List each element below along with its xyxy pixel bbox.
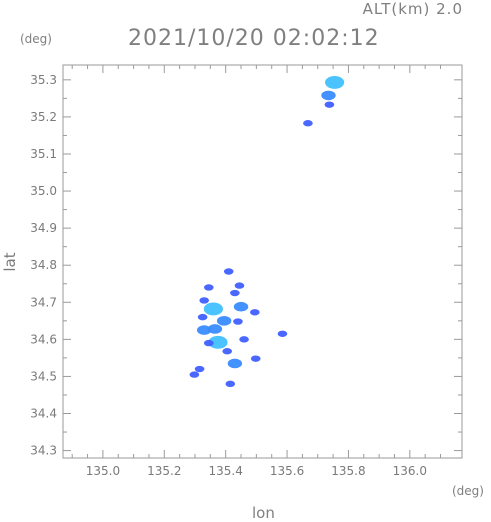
- echo-cell: [203, 302, 223, 316]
- echo-cell: [223, 268, 234, 275]
- echo-cell: [194, 365, 205, 373]
- timestamp: 2021/10/20 02:02:12: [128, 26, 380, 51]
- y-tick-label: 34.8: [30, 258, 57, 272]
- echo-cell: [303, 120, 313, 127]
- echo-cell: [227, 358, 243, 369]
- echo-cell: [196, 325, 212, 335]
- echo-cell: [233, 318, 243, 325]
- echo-cell: [199, 297, 209, 304]
- echo-cell: [277, 330, 288, 337]
- y-tick-label: 34.9: [30, 221, 57, 235]
- y-tick-label: 35.0: [30, 184, 57, 198]
- echo-cell: [325, 76, 345, 89]
- echo-cell: [250, 309, 260, 316]
- echo-cell: [239, 336, 249, 343]
- echo-cell: [230, 289, 240, 297]
- y-tick-label: 35.1: [30, 147, 57, 161]
- axis-ticks: 135.0 135.2 135.4 135.6 135.8 136.0 34.3 34.4 34…: [30, 65, 462, 478]
- echo-cell: [216, 316, 232, 326]
- echo-cell: [234, 282, 245, 289]
- x-tick-label: 135.8: [331, 464, 365, 478]
- echo-cell: [250, 355, 261, 362]
- y-axis-unit: (deg): [20, 32, 52, 46]
- echo-cell: [321, 90, 336, 101]
- echo-cell: [189, 371, 200, 378]
- y-axis-label-group: lat: [1, 252, 19, 271]
- plot-frame: [62, 64, 463, 459]
- x-axis-unit: (deg): [452, 484, 484, 498]
- echo-cell: [203, 284, 214, 291]
- echo-cell: [324, 101, 335, 108]
- y-axis-label: lat: [1, 252, 19, 271]
- echo-cell: [207, 324, 223, 334]
- y-tick-label: 35.2: [30, 110, 57, 124]
- echo-cell: [222, 348, 233, 355]
- y-tick-label: 34.4: [30, 407, 57, 421]
- x-tick-label: 135.0: [86, 464, 120, 478]
- echo-cell: [197, 313, 208, 321]
- echo-cells: [189, 76, 345, 388]
- x-tick-label: 136.0: [393, 464, 427, 478]
- x-axis-label: lon: [252, 504, 275, 522]
- y-tick-label: 34.3: [30, 444, 57, 458]
- echo-cell: [225, 380, 236, 388]
- echo-cell: [208, 335, 228, 349]
- x-tick-label: 135.4: [208, 464, 242, 478]
- y-tick-label: 35.3: [30, 73, 57, 87]
- x-tick-label: 135.2: [147, 464, 181, 478]
- y-tick-label: 34.5: [30, 369, 57, 383]
- x-tick-label: 135.6: [270, 464, 304, 478]
- echo-cell: [203, 339, 214, 347]
- echo-cell: [233, 301, 249, 312]
- y-tick-label: 34.7: [30, 295, 57, 309]
- y-tick-label: 34.6: [30, 332, 57, 346]
- altitude-label: ALT(km) 2.0: [362, 0, 463, 18]
